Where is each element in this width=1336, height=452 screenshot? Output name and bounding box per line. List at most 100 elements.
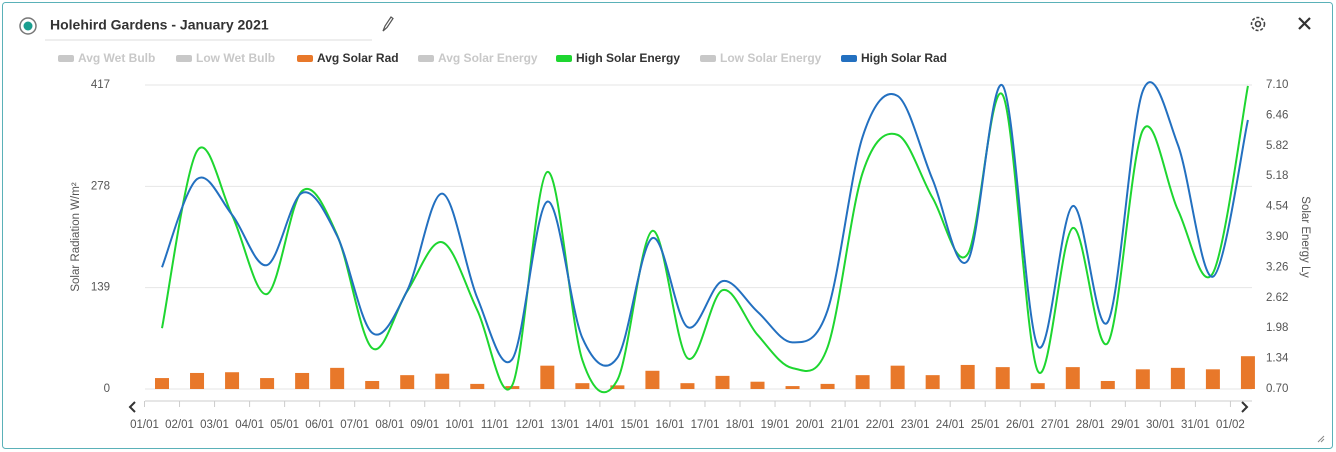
y-axis-label: Solar Radiation W/m²	[70, 182, 82, 291]
x-tick-label: 27/01	[1041, 419, 1070, 431]
x-tick-label: 28/01	[1076, 419, 1105, 431]
close-icon[interactable]	[1298, 17, 1311, 30]
x-tick-label: 17/01	[691, 419, 720, 431]
y2-tick-label: 3.90	[1266, 231, 1288, 243]
bar	[295, 372, 310, 389]
x-tick-label: 09/01	[410, 419, 439, 431]
bar	[995, 367, 1010, 389]
bar	[645, 370, 660, 389]
x-tick-label: 13/01	[550, 419, 579, 431]
legend-swatch	[297, 55, 313, 62]
legend-swatch	[556, 55, 572, 62]
y-tick-label: 0	[104, 383, 110, 395]
bar	[540, 365, 555, 389]
bar	[715, 375, 730, 389]
bar	[1065, 367, 1080, 389]
bar	[330, 367, 345, 389]
y2-tick-label: 2.62	[1266, 292, 1288, 304]
bar	[610, 385, 625, 389]
settings-icon[interactable]	[1250, 16, 1266, 32]
y2-tick-label: 5.18	[1266, 170, 1288, 182]
bar	[785, 386, 800, 389]
legend-label[interactable]: Low Solar Energy	[720, 51, 822, 65]
legend-label[interactable]: Avg Wet Bulb	[78, 51, 155, 65]
x-tick-label: 20/01	[796, 419, 825, 431]
y2-axis-label: Solar Energy Ly	[1299, 196, 1311, 278]
bar	[1100, 380, 1115, 389]
bar	[820, 383, 835, 389]
legend-swatch	[418, 55, 434, 62]
legend-label[interactable]: Avg Solar Rad	[317, 51, 399, 65]
x-tick-label: 24/01	[936, 419, 965, 431]
bar	[575, 383, 590, 389]
bar	[365, 380, 380, 389]
chart-title: Holehird Gardens - January 2021	[50, 17, 269, 33]
y2-tick-label: 0.70	[1266, 383, 1288, 395]
x-tick-label: 06/01	[305, 419, 334, 431]
x-tick-label: 10/01	[445, 419, 474, 431]
x-tick-label: 03/01	[200, 419, 229, 431]
x-tick-label: 08/01	[375, 419, 404, 431]
legend-label[interactable]: High Solar Rad	[861, 51, 947, 65]
x-tick-label: 16/01	[656, 419, 685, 431]
x-tick-label: 11/01	[481, 419, 509, 431]
x-tick-label: 05/01	[270, 419, 299, 431]
bar	[155, 378, 169, 389]
x-tick-label: 29/01	[1111, 419, 1140, 431]
bar	[890, 365, 905, 389]
bar	[400, 375, 415, 389]
legend-swatch	[176, 55, 192, 62]
y2-tick-label: 7.10	[1266, 79, 1288, 91]
line	[161, 81, 1249, 367]
legend-swatch	[58, 55, 74, 62]
bar	[505, 386, 520, 389]
x-tick-label: 01/02	[1216, 419, 1245, 431]
x-tick-label: 04/01	[235, 419, 264, 431]
x-tick-label: 23/01	[901, 419, 930, 431]
legend-swatch	[841, 55, 857, 62]
edit-icon[interactable]	[382, 16, 394, 32]
bar	[190, 372, 205, 389]
y-tick-label: 278	[91, 180, 110, 192]
bar	[855, 375, 870, 389]
x-tick-label: 26/01	[1006, 419, 1035, 431]
bar	[750, 381, 765, 389]
bar	[260, 378, 275, 389]
bar	[1030, 383, 1045, 389]
y-tick-label: 417	[91, 79, 110, 91]
radio-dot	[23, 21, 33, 31]
x-tick-label: 21/01	[831, 419, 860, 431]
bar	[680, 383, 695, 389]
bar	[435, 373, 450, 389]
y2-tick-label: 3.26	[1266, 261, 1288, 273]
legend-label[interactable]: Avg Solar Energy	[438, 51, 538, 65]
bar	[1240, 356, 1255, 389]
bar	[1205, 369, 1220, 389]
line	[161, 85, 1249, 394]
x-tick-label: 22/01	[866, 419, 895, 431]
scroll-right[interactable]	[1241, 401, 1249, 413]
x-tick-label: 02/01	[165, 419, 194, 431]
y2-tick-label: 1.98	[1266, 322, 1288, 334]
bar	[925, 375, 940, 389]
x-tick-label: 07/01	[340, 419, 369, 431]
x-tick-label: 18/01	[726, 419, 755, 431]
x-tick-label: 25/01	[971, 419, 1000, 431]
scroll-left[interactable]	[128, 401, 136, 413]
legend-swatch	[700, 55, 716, 62]
x-tick-label: 01/01	[130, 419, 159, 431]
x-tick-label: 14/01	[585, 419, 614, 431]
legend-label[interactable]: Low Wet Bulb	[196, 51, 275, 65]
bar	[1135, 369, 1150, 389]
bar	[1170, 367, 1185, 389]
bar	[470, 383, 485, 389]
bar	[225, 372, 240, 389]
resize-handle[interactable]	[1317, 435, 1325, 443]
x-tick-label: 30/01	[1146, 419, 1175, 431]
y2-tick-label: 5.82	[1266, 140, 1288, 152]
x-tick-label: 19/01	[761, 419, 790, 431]
legend-label[interactable]: High Solar Energy	[576, 51, 680, 65]
radio[interactable]	[19, 17, 37, 35]
